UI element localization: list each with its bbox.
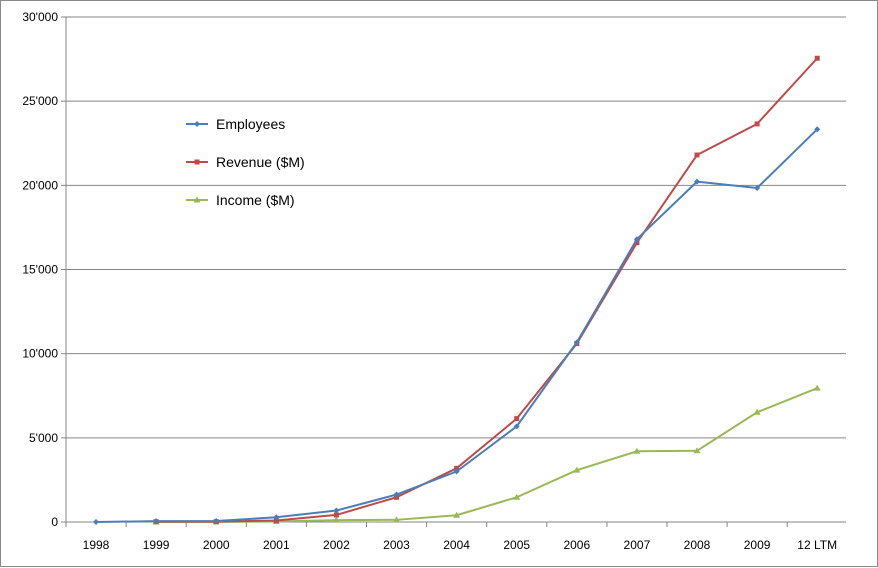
y-tick-label: 30'000 bbox=[22, 10, 58, 24]
data-point-revenue-m bbox=[694, 152, 700, 158]
data-point-employees bbox=[333, 507, 340, 514]
x-tick-label: 2009 bbox=[744, 538, 771, 552]
data-point-income-m bbox=[513, 493, 521, 500]
y-tick-label: 25'000 bbox=[22, 94, 58, 108]
x-tick-label: 2006 bbox=[563, 538, 590, 552]
data-point-employees bbox=[814, 126, 821, 133]
y-tick-label: 5'000 bbox=[29, 431, 58, 445]
data-point-employees bbox=[694, 178, 700, 185]
data-point-employees bbox=[153, 518, 160, 525]
x-tick-label: 2007 bbox=[624, 538, 651, 552]
gridlines bbox=[66, 16, 846, 439]
axes: 0 5'000 10'000 15'000 20'000 25'000 30'000 1998… bbox=[22, 10, 846, 552]
legend-label-employees: Employees bbox=[216, 116, 285, 132]
legend-label-income-m: Income ($M) bbox=[216, 192, 295, 208]
x-tick-label: 12 LTM bbox=[797, 538, 837, 552]
series-income-m bbox=[152, 384, 821, 525]
legend-item-employees: Employees bbox=[186, 116, 285, 132]
x-tick-label: 1999 bbox=[143, 538, 170, 552]
data-point-income-m bbox=[633, 447, 641, 454]
y-tick-label: 20'000 bbox=[22, 178, 58, 192]
x-tick-label: 2008 bbox=[684, 538, 711, 552]
data-point-employees bbox=[453, 468, 460, 475]
y-tick-label: 15'000 bbox=[22, 263, 58, 277]
data-point-revenue-m bbox=[273, 517, 279, 523]
x-tick-label: 1998 bbox=[83, 538, 110, 552]
data-point-employees bbox=[93, 519, 99, 525]
legend-item-income-m: Income ($M) bbox=[186, 192, 295, 208]
legend-label-revenue-m: Revenue ($M) bbox=[216, 154, 305, 170]
x-tick-label: 2002 bbox=[323, 538, 350, 552]
data-point-revenue-m bbox=[754, 121, 760, 127]
data-point-income-m bbox=[393, 516, 400, 523]
series-lines bbox=[93, 55, 821, 525]
data-point-income-m bbox=[332, 516, 340, 523]
x-tick-label: 2004 bbox=[443, 538, 470, 552]
data-point-employees bbox=[273, 514, 280, 521]
legend: Employees Revenue ($M) Income ($M) bbox=[186, 116, 305, 208]
data-point-revenue-m bbox=[514, 416, 520, 422]
x-tick-label: 2005 bbox=[503, 538, 530, 552]
data-point-income-m bbox=[753, 408, 761, 415]
legend-marker-employees bbox=[194, 121, 200, 127]
series-employees bbox=[93, 126, 821, 525]
data-point-income-m bbox=[813, 384, 821, 391]
series-line-income-m bbox=[156, 387, 818, 523]
x-tick-label: 2003 bbox=[383, 538, 410, 552]
x-tick-label: 2000 bbox=[203, 538, 230, 552]
data-point-employees bbox=[393, 491, 400, 498]
data-point-income-m bbox=[453, 511, 461, 518]
data-point-employees bbox=[513, 423, 520, 430]
data-point-employees bbox=[754, 185, 761, 192]
data-point-employees bbox=[573, 339, 580, 346]
y-tick-label: 10'000 bbox=[22, 347, 58, 361]
data-point-income-m bbox=[693, 447, 701, 454]
data-point-revenue-m bbox=[333, 512, 339, 518]
data-point-employees bbox=[633, 236, 640, 243]
x-tick-label: 2001 bbox=[263, 538, 290, 552]
data-point-revenue-m bbox=[454, 465, 460, 471]
data-point-revenue-m bbox=[634, 240, 640, 246]
legend-marker-income-m bbox=[193, 196, 201, 203]
legend-marker-revenue-m bbox=[194, 159, 200, 165]
y-tick-label: 0 bbox=[51, 515, 58, 529]
data-point-revenue-m bbox=[814, 55, 820, 61]
data-point-employees bbox=[213, 517, 220, 524]
series-line-employees bbox=[95, 128, 818, 523]
series-line-revenue-m bbox=[156, 57, 818, 523]
data-point-income-m bbox=[573, 466, 581, 473]
legend-item-revenue-m: Revenue ($M) bbox=[186, 154, 305, 170]
